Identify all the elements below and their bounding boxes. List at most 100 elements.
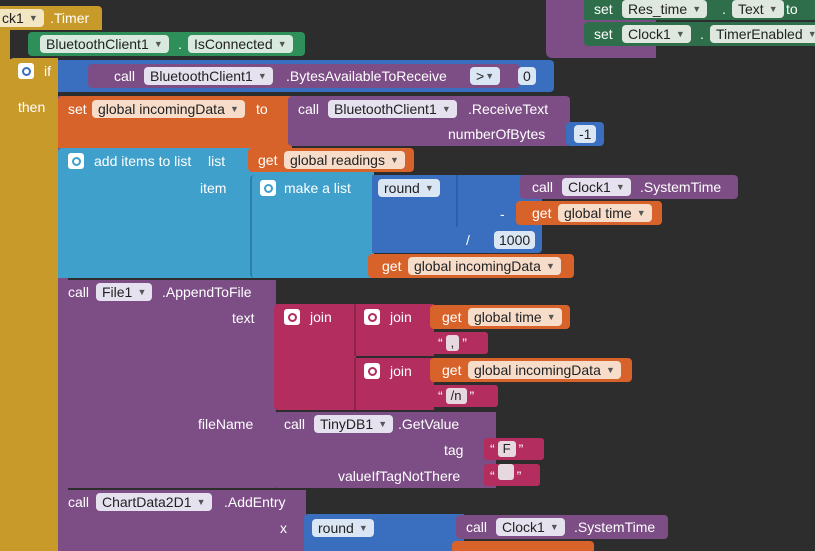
chevron-down-icon: ▼: [485, 71, 495, 81]
make-a-list-block[interactable]: make a list: [250, 175, 374, 278]
property-dropdown-is-connected[interactable]: IsConnected ▼: [188, 35, 293, 53]
chevron-down-icon: ▼: [636, 208, 646, 218]
get-keyword: get: [442, 362, 462, 378]
get-time-block[interactable]: [452, 541, 594, 551]
compare-operator-dropdown[interactable]: > ▼: [470, 67, 501, 85]
call-keyword: call: [466, 519, 488, 535]
divisor-block[interactable]: 1000: [484, 228, 542, 252]
method-name: .AddEntry: [224, 494, 286, 510]
number-of-bytes-label: numberOfBytes: [448, 126, 546, 142]
variable-dropdown-incoming-data[interactable]: global incomingData ▼: [92, 100, 245, 118]
gear-icon[interactable]: [18, 63, 34, 79]
when-timer-event-block[interactable]: ck1 ▼ .Timer: [0, 6, 102, 30]
text-literal-comma[interactable]: “,”: [432, 332, 488, 354]
get-incoming-data-block[interactable]: get global incomingData ▼: [368, 254, 574, 278]
chevron-down-icon: ▼: [545, 261, 555, 271]
if-block[interactable]: if then: [8, 58, 58, 551]
property-dropdown-text[interactable]: Text ▼: [732, 0, 784, 18]
variable-dropdown-time[interactable]: global time ▼: [558, 204, 652, 222]
variable-dropdown-incoming-data[interactable]: global incomingData ▼: [468, 361, 621, 379]
method-name: .SystemTime: [574, 519, 656, 535]
component-dropdown-clock[interactable]: ck1 ▼: [0, 9, 44, 27]
component-dropdown-clock[interactable]: Clock1 ▼: [622, 25, 691, 43]
join-label: join: [390, 309, 412, 325]
list-label: list: [208, 153, 226, 169]
chevron-down-icon: ▼: [390, 155, 399, 165]
bytes-available-call-block[interactable]: call BluetoothClient1 ▼ .BytesAvailableTo…: [88, 64, 520, 88]
method-name: .GetValue: [398, 416, 460, 432]
text-literal-tag[interactable]: “F”: [484, 438, 544, 460]
get-time-block[interactable]: get global time ▼: [516, 201, 662, 225]
dot-separator: .: [178, 36, 182, 52]
variable-dropdown-readings[interactable]: global readings ▼: [284, 151, 405, 169]
text-literal-newline[interactable]: “/n”: [432, 385, 498, 407]
text-literal-empty[interactable]: “”: [484, 464, 540, 486]
set-keyword: set: [68, 101, 87, 117]
gear-icon[interactable]: [260, 180, 276, 196]
set-res-time-block[interactable]: set Res_time ▼ . Text ▼ to: [584, 0, 815, 20]
dot-separator: .: [722, 1, 726, 17]
component-dropdown-file[interactable]: File1 ▼: [96, 283, 153, 301]
method-name: .ReceiveText: [468, 101, 549, 117]
chevron-down-icon: ▼: [605, 365, 615, 375]
gear-icon[interactable]: [364, 363, 380, 379]
method-name: .SystemTime: [640, 179, 722, 195]
system-time-call-block[interactable]: call Clock1 ▼ .SystemTime: [520, 175, 738, 199]
chevron-down-icon: ▼: [615, 182, 625, 192]
to-keyword: to: [256, 101, 268, 117]
to-keyword: to: [786, 1, 798, 17]
chart-add-entry-call-block[interactable]: call ChartData2D1 ▼ .AddEntry x: [58, 490, 306, 551]
chevron-down-icon: ▼: [441, 104, 451, 114]
join-time-comma-block[interactable]: join: [354, 304, 434, 356]
component-dropdown-bluetooth[interactable]: BluetoothClient1 ▼: [144, 67, 273, 85]
round-block[interactable]: round ▼: [304, 514, 464, 551]
component-dropdown-bluetooth[interactable]: BluetoothClient1 ▼: [328, 100, 457, 118]
set-clock-timer-enabled-block[interactable]: set Clock1 ▼ . TimerEnabled ▼: [584, 22, 815, 46]
negative-one-block[interactable]: -1: [566, 122, 604, 146]
get-keyword: get: [258, 152, 278, 168]
round-dropdown[interactable]: round ▼: [378, 179, 440, 197]
gear-icon[interactable]: [68, 153, 84, 169]
filename-param-label: fileName: [198, 416, 254, 432]
chevron-down-icon: ▼: [196, 497, 206, 507]
get-readings-block[interactable]: get global readings ▼: [248, 148, 414, 172]
component-dropdown-clock[interactable]: Clock1 ▼: [562, 178, 631, 196]
variable-dropdown-time[interactable]: global time ▼: [468, 308, 562, 326]
property-dropdown-timer-enabled[interactable]: TimerEnabled ▼: [710, 25, 815, 43]
gear-icon[interactable]: [364, 309, 380, 325]
variable-dropdown-incoming-data[interactable]: global incomingData ▼: [408, 257, 561, 275]
component-dropdown-chart-data[interactable]: ChartData2D1 ▼: [96, 493, 212, 511]
gear-icon[interactable]: [284, 309, 300, 325]
join-outer-block[interactable]: join: [274, 304, 356, 410]
call-keyword: call: [68, 284, 90, 300]
number-1000[interactable]: 1000: [494, 231, 536, 249]
is-connected-block[interactable]: BluetoothClient1 ▼ . IsConnected ▼: [28, 32, 305, 56]
get-time-block[interactable]: get global time ▼: [430, 305, 570, 329]
chevron-down-icon: ▼: [768, 4, 778, 14]
get-keyword: get: [532, 205, 552, 221]
component-dropdown-tinydb[interactable]: TinyDB1 ▼: [314, 415, 394, 433]
component-dropdown-res-time[interactable]: Res_time ▼: [622, 0, 708, 18]
tag-param-label: tag: [444, 442, 464, 458]
get-incoming-data-block[interactable]: get global incomingData ▼: [430, 358, 632, 382]
chevron-down-icon: ▼: [257, 71, 267, 81]
system-time-call-block[interactable]: call Clock1 ▼ .SystemTime: [456, 515, 668, 539]
method-name: .AppendToFile: [162, 284, 252, 300]
tinydb-get-value-block[interactable]: call TinyDB1 ▼ .GetValue tag valueIfTagNo…: [274, 412, 496, 488]
compare-block[interactable]: call BluetoothClient1 ▼ .BytesAvailableTo…: [58, 60, 554, 92]
call-keyword: call: [532, 179, 554, 195]
divide-operator: /: [466, 232, 470, 248]
component-dropdown-clock[interactable]: Clock1 ▼: [496, 518, 565, 536]
round-dropdown[interactable]: round ▼: [312, 519, 374, 537]
chevron-down-icon: ▼: [137, 287, 147, 297]
join-incoming-newline-block[interactable]: join: [354, 358, 434, 410]
receive-text-call-block[interactable]: call BluetoothClient1 ▼ .ReceiveText numb…: [288, 96, 570, 146]
method-name: .BytesAvailableToReceive: [286, 68, 447, 84]
call-keyword: call: [114, 68, 136, 84]
component-dropdown-bluetooth[interactable]: BluetoothClient1 ▼: [40, 35, 169, 53]
set-incoming-data-block[interactable]: set global incomingData ▼ to: [58, 96, 292, 148]
number-zero[interactable]: 0: [518, 67, 536, 85]
number-negative-one[interactable]: -1: [574, 125, 597, 143]
append-to-file-call-block[interactable]: call File1 ▼ .AppendToFile text fileName: [58, 280, 276, 488]
call-keyword: call: [284, 416, 306, 432]
